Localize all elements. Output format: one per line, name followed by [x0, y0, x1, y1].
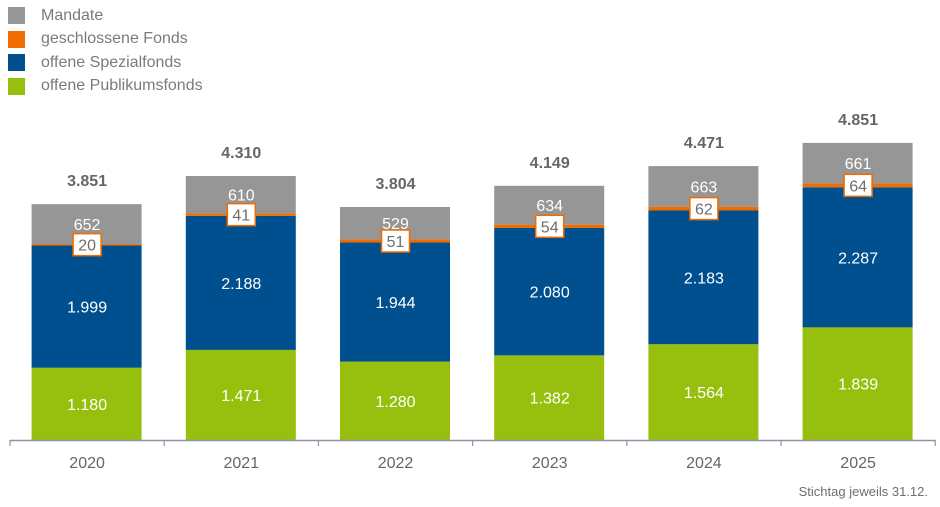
x-tick-label: 2024 — [686, 455, 722, 472]
bar-segment — [185, 349, 296, 440]
legend-item: Mandate — [8, 4, 203, 28]
data-label: 1.999 — [67, 300, 107, 317]
data-label: 2.183 — [684, 270, 724, 287]
bar-segment — [340, 242, 450, 362]
data-label: 1.280 — [375, 394, 415, 411]
data-label: 51 — [387, 234, 405, 251]
data-label: 1.180 — [67, 397, 107, 414]
legend-swatch — [8, 77, 25, 95]
data-label: 1.944 — [375, 295, 415, 312]
legend-swatch — [8, 7, 25, 25]
legend-label: geschlossene Fonds — [41, 30, 188, 48]
x-tick-label: 2021 — [224, 455, 260, 472]
label-box — [534, 214, 565, 239]
legend-label: offene Publikumsfonds — [41, 77, 203, 95]
data-label: 1.471 — [221, 388, 261, 405]
total-label: 4.310 — [221, 145, 261, 162]
label-box — [72, 232, 102, 257]
bar-segment — [494, 355, 605, 440]
label-box — [226, 202, 257, 227]
data-label: 1.839 — [838, 377, 878, 394]
x-tick-label: 2025 — [840, 455, 876, 472]
data-label: 529 — [382, 216, 409, 233]
x-tick-label: 2023 — [532, 455, 568, 472]
legend-item: geschlossene Fonds — [8, 28, 203, 52]
data-label: 663 — [691, 179, 718, 196]
label-box — [689, 196, 719, 221]
data-label: 2.188 — [221, 276, 261, 293]
total-label: 3.804 — [375, 176, 415, 193]
bar-segment — [185, 215, 296, 350]
bar-segment — [494, 227, 605, 356]
bar-segment — [802, 327, 913, 440]
legend-label: Mandate — [41, 6, 104, 24]
legend-swatch — [8, 30, 25, 48]
total-label: 3.851 — [67, 173, 107, 190]
total-label: 4.149 — [530, 155, 570, 172]
bar-segment — [340, 361, 450, 440]
legend-item: offene Publikumsfonds — [8, 75, 203, 99]
bar-segment — [31, 245, 142, 368]
data-label: 1.382 — [530, 391, 570, 408]
data-label: 64 — [849, 178, 867, 195]
data-label: 1.564 — [684, 385, 724, 402]
bar-segment — [802, 187, 913, 328]
x-tick-label: 2022 — [378, 455, 414, 472]
data-label: 661 — [845, 156, 872, 173]
data-label: 610 — [228, 188, 255, 205]
data-label: 2.080 — [530, 285, 570, 302]
label-box — [380, 229, 411, 253]
legend-item: offene Spezialfonds — [8, 51, 203, 75]
footnote: Stichtag jeweils 31.12. — [798, 484, 928, 499]
legend-label: offene Spezialfonds — [41, 53, 182, 71]
data-label: 20 — [78, 238, 96, 255]
bar-segment — [648, 210, 759, 345]
bar-segment — [648, 344, 759, 440]
label-box — [843, 173, 873, 198]
data-label: 54 — [541, 219, 559, 236]
data-label: 41 — [232, 208, 250, 225]
legend: Mandate geschlossene Fonds offene Spezialf… — [8, 4, 203, 98]
data-label: 634 — [536, 198, 563, 215]
x-tick-label: 2020 — [69, 455, 105, 472]
data-label: 652 — [74, 217, 101, 234]
total-label: 4.471 — [684, 135, 724, 152]
data-label: 62 — [695, 202, 713, 219]
legend-swatch — [8, 54, 25, 72]
bar-segment — [31, 367, 142, 440]
total-label: 4.851 — [838, 112, 878, 129]
data-label: 2.287 — [838, 250, 878, 267]
